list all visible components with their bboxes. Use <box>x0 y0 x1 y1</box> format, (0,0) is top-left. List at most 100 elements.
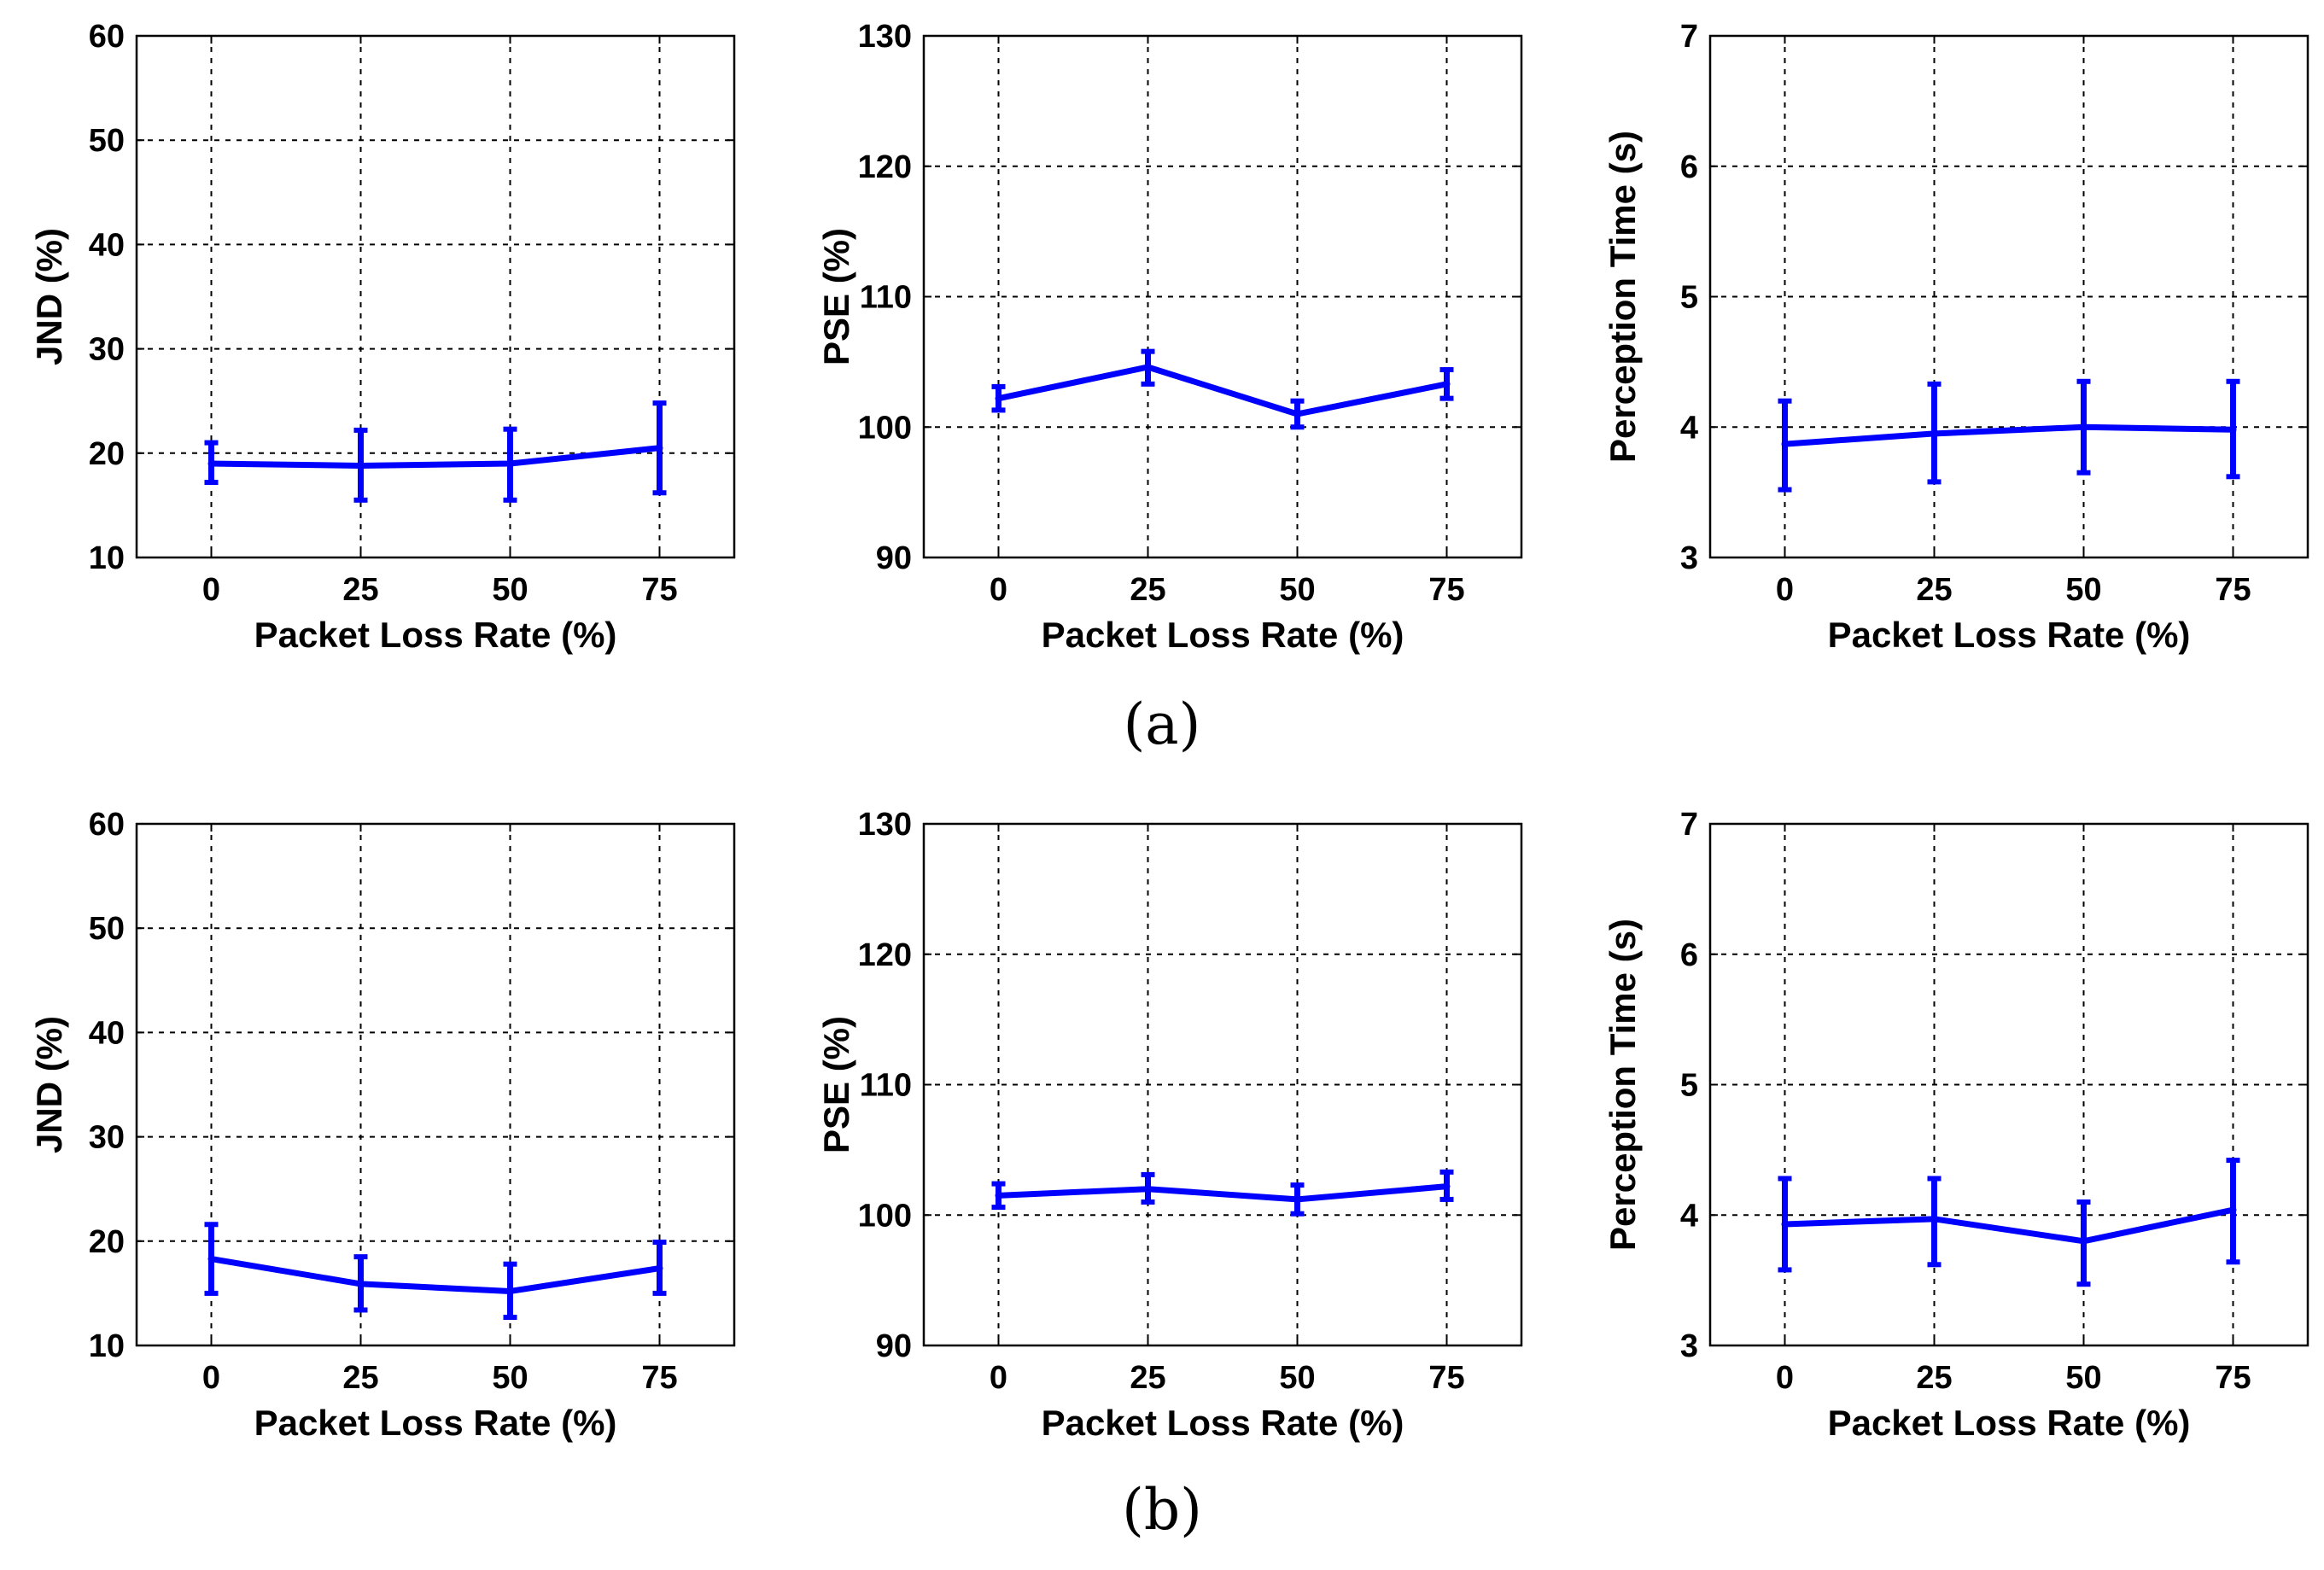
data-point <box>1781 441 1789 448</box>
y-tick-label: 5 <box>1680 1068 1698 1104</box>
x-tick-label: 50 <box>2065 572 2101 608</box>
y-axis-label: JND (%) <box>29 1016 69 1153</box>
x-axis-label: Packet Loss Rate (%) <box>254 615 617 655</box>
data-point <box>357 1280 365 1287</box>
caption-b: (b) <box>1122 1477 1202 1543</box>
data-point <box>995 1192 1002 1199</box>
y-tick-label: 130 <box>858 807 912 843</box>
x-tick-label: 25 <box>1916 1360 1952 1396</box>
y-tick-label: 130 <box>858 19 912 55</box>
data-point <box>2229 426 2237 434</box>
y-tick-label: 90 <box>876 1328 912 1364</box>
series-line <box>998 1183 1447 1203</box>
series-line <box>211 445 660 469</box>
data-point <box>1293 1195 1301 1203</box>
y-tick-label: 5 <box>1680 280 1698 316</box>
series-line <box>1784 423 2233 447</box>
y-axis-label: PSE (%) <box>816 1016 856 1153</box>
y-tick-label: 100 <box>858 1198 912 1234</box>
y-tick-label: 60 <box>89 807 125 843</box>
data-point <box>1781 1220 1789 1228</box>
y-tick-label: 40 <box>89 1015 125 1051</box>
y-tick-label: 50 <box>89 123 125 159</box>
data-point <box>2229 1206 2237 1214</box>
data-point <box>207 1255 215 1263</box>
x-tick-label: 50 <box>492 1360 528 1396</box>
series-line <box>997 364 1448 417</box>
y-tick-label: 3 <box>1680 540 1698 576</box>
y-tick-label: 6 <box>1680 149 1698 185</box>
y-tick-label: 3 <box>1680 1328 1698 1364</box>
y-tick-label: 20 <box>89 436 125 472</box>
caption-a: (a) <box>1123 692 1201 757</box>
chart-a-time: 0 25 50 75 3 4 5 6 7 Packet Loss Rate (%) Percepti… <box>1603 19 2309 655</box>
y-tick-label: 4 <box>1680 410 1698 446</box>
x-axis-label: Packet Loss Rate (%) <box>1042 615 1404 655</box>
chart-b-jnd: 0 25 50 75 10 20 30 40 50 60 Packet Loss Rate (%) J… <box>29 807 736 1443</box>
x-tick-label: 25 <box>1130 1360 1165 1396</box>
data-point <box>1293 410 1301 417</box>
x-tick-label: 0 <box>202 1360 220 1396</box>
x-tick-label: 75 <box>1428 572 1464 608</box>
x-tick-label: 50 <box>1279 572 1315 608</box>
data-point <box>506 1287 514 1295</box>
data-point <box>2080 1237 2088 1245</box>
y-tick-label: 7 <box>1680 19 1698 55</box>
data-point <box>207 460 215 468</box>
chart-b-pse: 0 25 50 75 90 100 110 120 130 Packet Loss Rate (%… <box>816 807 1523 1443</box>
x-tick-label: 25 <box>1916 572 1952 608</box>
y-tick-label: 110 <box>860 280 912 316</box>
y-tick-label: 60 <box>89 19 125 55</box>
data-point <box>1443 380 1451 388</box>
x-tick-label: 0 <box>202 572 220 608</box>
x-tick-label: 50 <box>1279 1360 1315 1396</box>
chart-a-jnd: 0 25 50 75 10 20 30 40 50 60 Packet Loss Rate (%) J… <box>29 19 736 655</box>
data-point <box>1930 429 1938 437</box>
data-point <box>2080 423 2088 431</box>
chart-a-pse: 0 25 50 75 90 100 110 120 130 Packet Loss Rate (%… <box>816 19 1523 655</box>
x-tick-label: 0 <box>1776 1360 1794 1396</box>
x-tick-label: 0 <box>1776 572 1794 608</box>
y-tick-label: 30 <box>89 1120 125 1156</box>
y-tick-label: 7 <box>1680 807 1698 843</box>
data-point <box>357 462 365 470</box>
y-axis-label: PSE (%) <box>816 228 856 365</box>
x-axis-label: Packet Loss Rate (%) <box>254 1403 617 1443</box>
data-point <box>1930 1215 1938 1223</box>
x-tick-label: 0 <box>990 572 1007 608</box>
y-tick-label: 20 <box>89 1224 125 1260</box>
x-tick-label: 75 <box>2215 572 2251 608</box>
x-tick-label: 75 <box>641 1360 677 1396</box>
data-point <box>656 1264 663 1272</box>
plot-frame <box>135 822 736 1347</box>
y-tick-label: 10 <box>89 1328 125 1364</box>
y-axis-label: Perception Time (s) <box>1603 131 1643 463</box>
series-line <box>1784 1206 2234 1245</box>
x-axis-label: Packet Loss Rate (%) <box>1828 615 2191 655</box>
x-tick-label: 75 <box>2215 1360 2251 1396</box>
y-tick-label: 4 <box>1680 1198 1698 1234</box>
chart-b-time: 0 25 50 75 3 4 5 6 7 Packet Loss Rate (%) Percepti… <box>1603 807 2309 1443</box>
y-tick-label: 50 <box>89 911 125 947</box>
x-tick-label: 75 <box>1428 1360 1464 1396</box>
series-line <box>210 1256 661 1294</box>
data-point <box>1144 363 1152 371</box>
x-tick-label: 25 <box>342 1360 378 1396</box>
y-tick-label: 120 <box>858 937 912 973</box>
data-point <box>1443 1182 1451 1190</box>
y-tick-label: 6 <box>1680 937 1698 973</box>
y-tick-label: 40 <box>89 227 125 263</box>
y-tick-label: 120 <box>858 149 912 185</box>
plot-frame <box>135 34 736 559</box>
x-tick-label: 50 <box>492 572 528 608</box>
x-tick-label: 50 <box>2065 1360 2101 1396</box>
x-tick-label: 25 <box>342 572 378 608</box>
x-tick-label: 25 <box>1130 572 1165 608</box>
x-axis-label: Packet Loss Rate (%) <box>1042 1403 1404 1443</box>
y-axis-label: Perception Time (s) <box>1603 919 1643 1251</box>
data-point <box>656 444 663 452</box>
data-point <box>506 460 514 468</box>
y-axis-label: JND (%) <box>29 228 69 365</box>
